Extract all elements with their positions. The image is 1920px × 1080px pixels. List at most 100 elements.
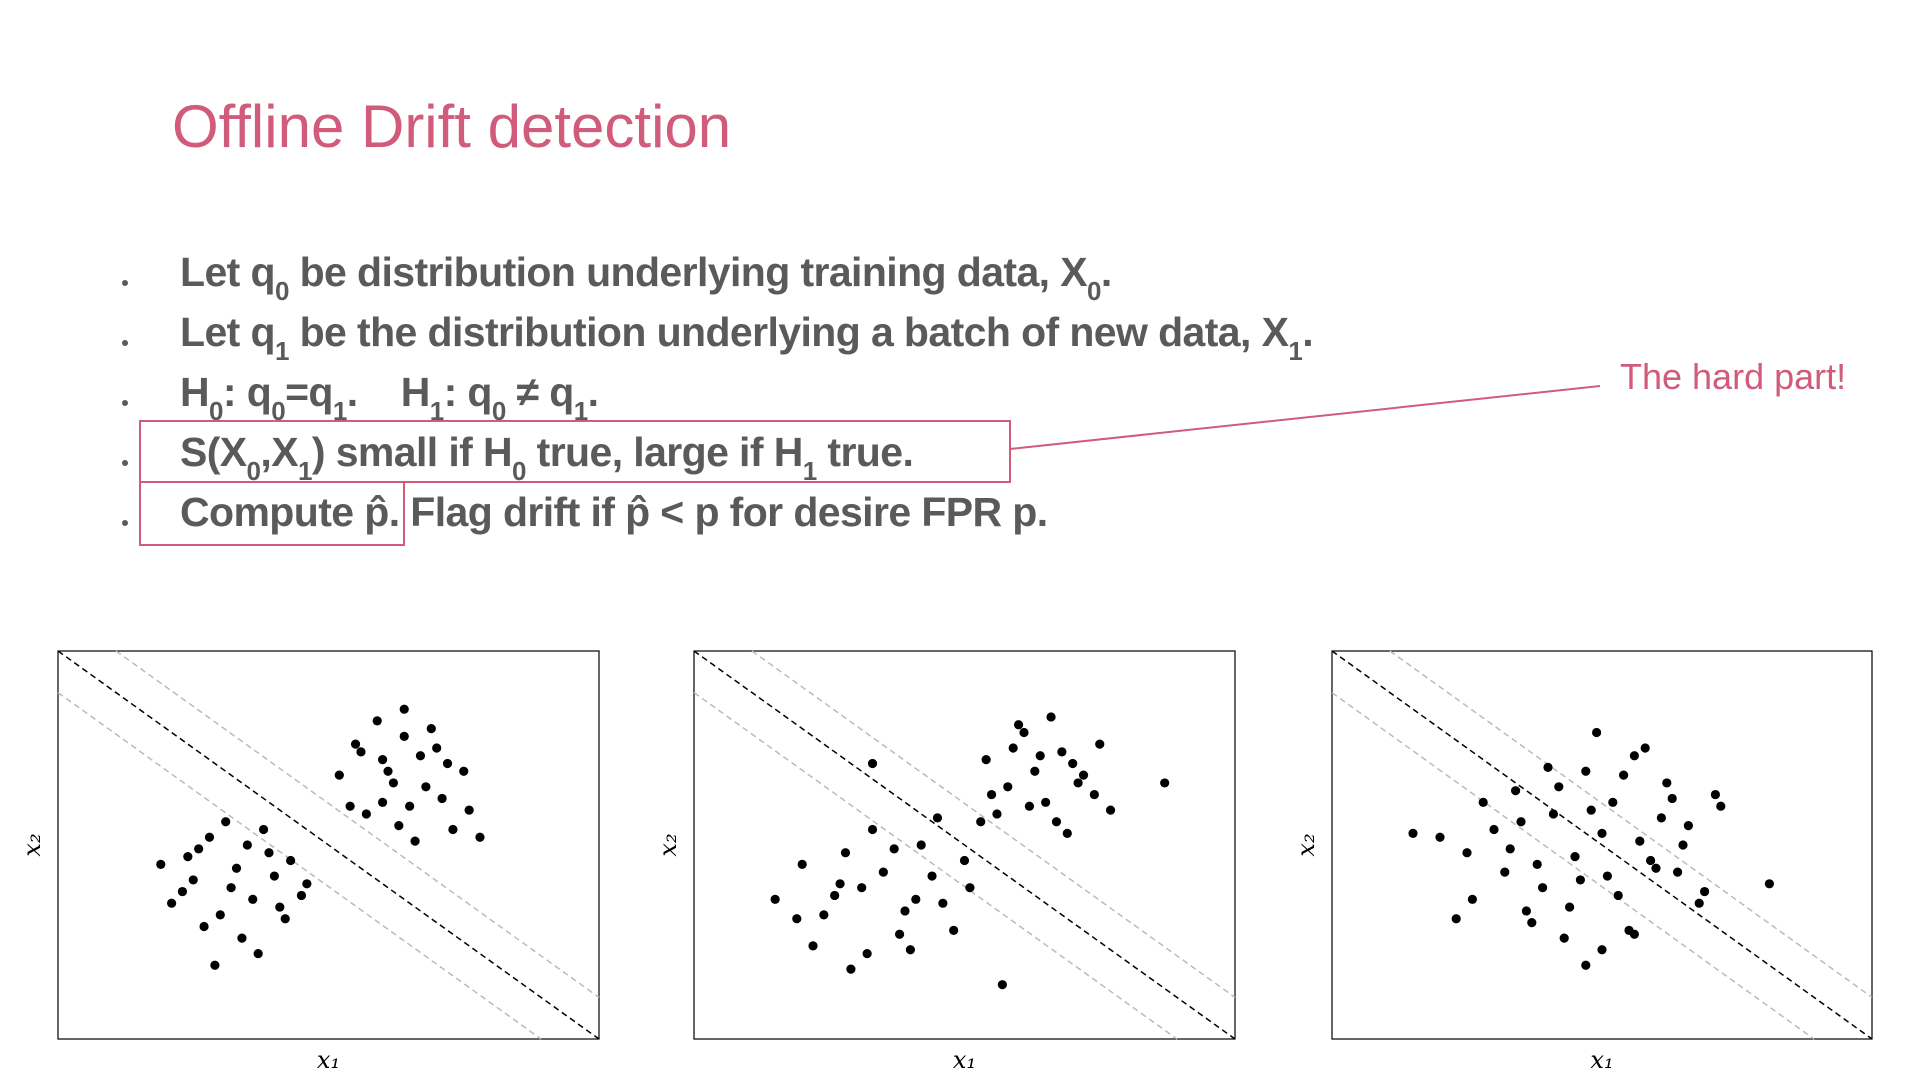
bullet: H0: q0=q1. H1: q0 ≠ q1. — [120, 364, 1313, 426]
point — [976, 817, 986, 827]
point — [388, 778, 399, 788]
plot-frame — [1331, 650, 1873, 1040]
y-axis-label: x₂ — [1292, 833, 1320, 856]
point — [1581, 960, 1591, 970]
subscript: 0 — [271, 396, 286, 426]
bullet-text: Let q — [180, 249, 276, 295]
point — [1629, 751, 1639, 761]
point — [199, 921, 209, 932]
point — [237, 933, 247, 943]
point — [1640, 743, 1650, 753]
boundary — [693, 650, 1236, 1040]
bullet-text: . — [1100, 249, 1112, 295]
point — [242, 840, 252, 850]
point — [405, 801, 415, 811]
point — [1489, 824, 1499, 835]
bullet-text: Flag drift if p̂ < p for desire FPR p. — [399, 489, 1048, 535]
bullet-text: be the distribution underlying a batch o… — [288, 309, 1289, 355]
point — [1105, 805, 1116, 815]
margin-line — [1389, 650, 1873, 998]
bullet-list: Let q0 be distribution underlying traini… — [120, 244, 1314, 544]
point — [1451, 914, 1461, 924]
point — [1024, 801, 1035, 811]
point — [350, 739, 361, 749]
point — [280, 914, 290, 924]
point — [1683, 821, 1693, 831]
bullet-text: ) small if H — [311, 429, 513, 475]
subscript: 1 — [297, 456, 312, 486]
point — [997, 980, 1007, 990]
point — [459, 766, 469, 776]
point — [383, 766, 393, 776]
point — [286, 855, 296, 866]
point — [1565, 902, 1575, 912]
point — [1608, 797, 1618, 807]
highlight-box — [139, 420, 1011, 483]
point — [188, 875, 198, 885]
point — [1667, 793, 1677, 804]
point — [878, 867, 888, 877]
point — [1581, 766, 1591, 776]
point — [1694, 898, 1704, 908]
point — [204, 832, 215, 842]
bullet-text: Let q — [180, 309, 276, 355]
bullet: Let q1 be the distribution underlying a … — [120, 304, 1314, 366]
point — [426, 724, 436, 734]
point — [938, 898, 948, 908]
point — [965, 883, 975, 893]
point — [194, 844, 204, 854]
highlight-box — [139, 481, 405, 546]
point — [992, 809, 1002, 819]
point — [264, 848, 274, 858]
point — [1700, 886, 1710, 897]
point — [399, 704, 409, 714]
point — [1597, 945, 1607, 955]
point — [1764, 879, 1774, 889]
margin-line — [693, 691, 1178, 1040]
point — [894, 929, 905, 939]
point — [1057, 747, 1067, 757]
subscript: 0 — [274, 276, 289, 306]
point — [372, 716, 382, 726]
point — [927, 871, 937, 881]
point — [183, 852, 193, 862]
point — [1656, 813, 1666, 823]
point — [1408, 828, 1418, 838]
point — [900, 906, 910, 916]
point — [1500, 867, 1510, 877]
point — [248, 894, 258, 904]
bullet-text: Compute p̂. — [180, 489, 400, 535]
point — [361, 809, 371, 819]
bullet-text: H — [180, 369, 210, 415]
point — [770, 894, 780, 904]
point — [846, 964, 856, 974]
point — [1619, 770, 1629, 780]
point — [1160, 778, 1170, 788]
boundary — [57, 650, 600, 1040]
x-axis-label: x₁ — [1590, 1046, 1613, 1074]
point — [1532, 859, 1542, 870]
point — [394, 821, 404, 831]
bullet-text: : q — [222, 369, 272, 415]
x-axis-label: x₁ — [953, 1046, 976, 1074]
subscript: 0 — [246, 456, 261, 486]
subscript: 0 — [1087, 276, 1101, 306]
point — [1068, 758, 1078, 769]
point — [1478, 797, 1488, 807]
point — [911, 894, 921, 904]
point — [986, 789, 997, 800]
point — [905, 945, 916, 955]
point — [1543, 762, 1553, 773]
point — [1673, 867, 1683, 877]
point — [857, 883, 867, 893]
point — [1527, 918, 1537, 928]
point — [410, 836, 420, 846]
point — [916, 840, 926, 850]
subscript: 1 — [332, 396, 347, 426]
point — [269, 871, 279, 881]
point — [1548, 809, 1558, 819]
point — [231, 863, 242, 873]
subscript: 1 — [573, 396, 588, 426]
point — [1511, 786, 1521, 796]
bullet-text: true, large if H — [525, 429, 804, 475]
